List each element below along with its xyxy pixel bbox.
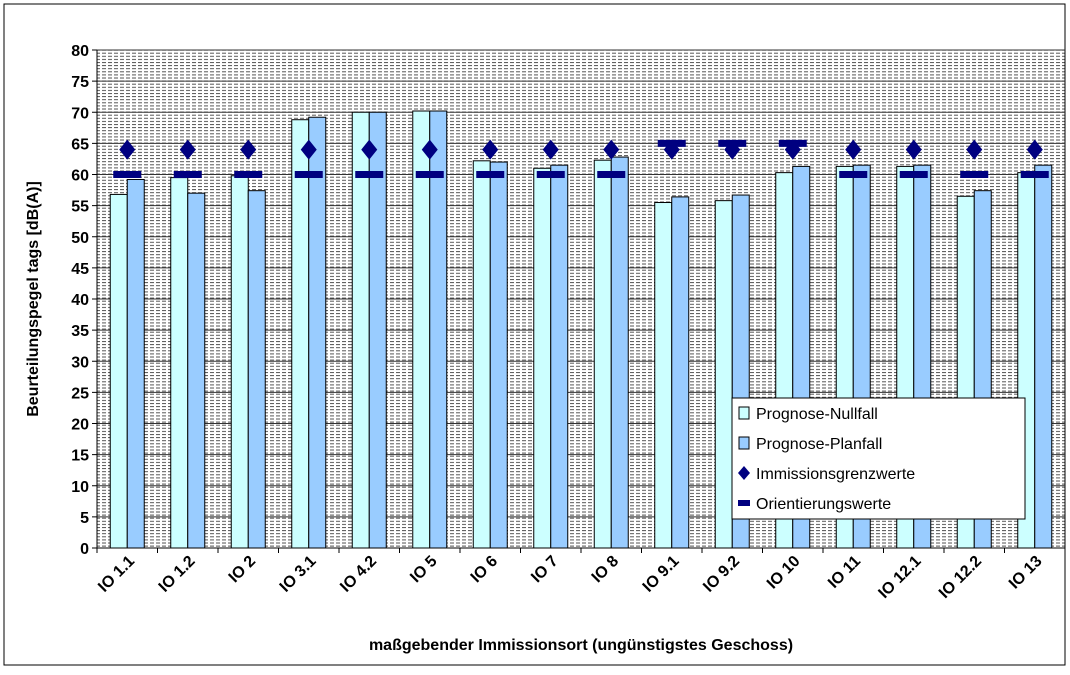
- dash-marker: [657, 139, 686, 147]
- bar: [170, 177, 189, 549]
- bar: [472, 160, 491, 549]
- y-tick-label: 45: [71, 261, 89, 278]
- diamond-marker: [240, 139, 257, 160]
- y-tick-label: 10: [71, 479, 89, 496]
- dash-marker: [960, 171, 989, 178]
- legend-label: Immissionsgrenzwerte: [756, 466, 915, 483]
- y-tick-label: 75: [71, 74, 89, 91]
- bar: [230, 175, 249, 549]
- legend-label: Prognose-Nullfall: [756, 406, 878, 423]
- diamond-marker: [361, 139, 378, 160]
- bar: [1034, 164, 1053, 549]
- y-tick-label: 40: [71, 292, 89, 309]
- dash-marker: [839, 171, 868, 178]
- dash-marker: [718, 139, 747, 147]
- dash-marker: [415, 171, 444, 178]
- bar: [291, 119, 310, 549]
- diamond-marker: [845, 139, 862, 160]
- diamond-marker: [1026, 139, 1043, 160]
- y-tick-label: 80: [71, 43, 89, 60]
- bar: [550, 164, 569, 549]
- x-axis-label: maßgebender Immissionsort (ungünstigstes…: [369, 637, 793, 654]
- legend-box: [731, 397, 1026, 520]
- dash-marker: [1020, 171, 1049, 178]
- legend-label: Prognose-Planfall: [756, 436, 882, 453]
- diamond-marker: [542, 139, 559, 160]
- legend-swatch: [738, 466, 750, 480]
- bar: [671, 196, 690, 549]
- diamond-marker: [966, 139, 983, 160]
- dash-marker: [476, 171, 505, 178]
- y-tick-label: 5: [80, 510, 89, 527]
- bar: [187, 192, 206, 549]
- y-tick-label: 65: [71, 136, 89, 153]
- y-tick-label: 30: [71, 354, 89, 371]
- bar: [714, 200, 733, 549]
- bar: [610, 156, 629, 549]
- bar: [654, 202, 673, 549]
- bar: [593, 159, 612, 549]
- dash-marker: [355, 171, 384, 178]
- y-axis-label: Beurteilungspegel tags [dB(A)]: [25, 181, 42, 417]
- diamond-marker: [482, 139, 499, 160]
- y-tick-label: 35: [71, 323, 89, 340]
- bar: [126, 178, 145, 549]
- bar: [308, 116, 327, 549]
- y-tick-label: 70: [71, 105, 89, 122]
- diamond-marker: [905, 139, 922, 160]
- y-tick-label: 55: [71, 199, 89, 216]
- diamond-marker: [179, 139, 196, 160]
- dash-marker: [778, 139, 807, 147]
- y-tick-label: 15: [71, 448, 89, 465]
- dash-marker: [536, 171, 565, 178]
- dash-marker: [899, 171, 928, 178]
- legend-label: Orientierungswerte: [756, 496, 891, 513]
- diamond-marker: [119, 139, 136, 160]
- dash-marker: [173, 171, 202, 178]
- y-tick-label: 60: [71, 168, 89, 185]
- bar: [533, 167, 552, 549]
- bar: [489, 161, 508, 549]
- bar: [247, 190, 266, 549]
- bar: [109, 193, 128, 549]
- legend-swatch: [738, 436, 750, 450]
- y-tick-label: 25: [71, 385, 89, 402]
- y-tick-label: 0: [80, 541, 89, 558]
- diamond-marker: [603, 139, 620, 160]
- legend-swatch: [738, 500, 750, 506]
- y-tick-label: 20: [71, 417, 89, 434]
- dash-marker: [113, 171, 142, 178]
- dash-marker: [294, 171, 323, 178]
- diamond-marker: [421, 139, 438, 160]
- dash-marker: [597, 171, 626, 178]
- legend-swatch: [738, 406, 750, 420]
- y-tick-label: 50: [71, 230, 89, 247]
- dash-marker: [234, 171, 263, 178]
- diamond-marker: [300, 139, 317, 160]
